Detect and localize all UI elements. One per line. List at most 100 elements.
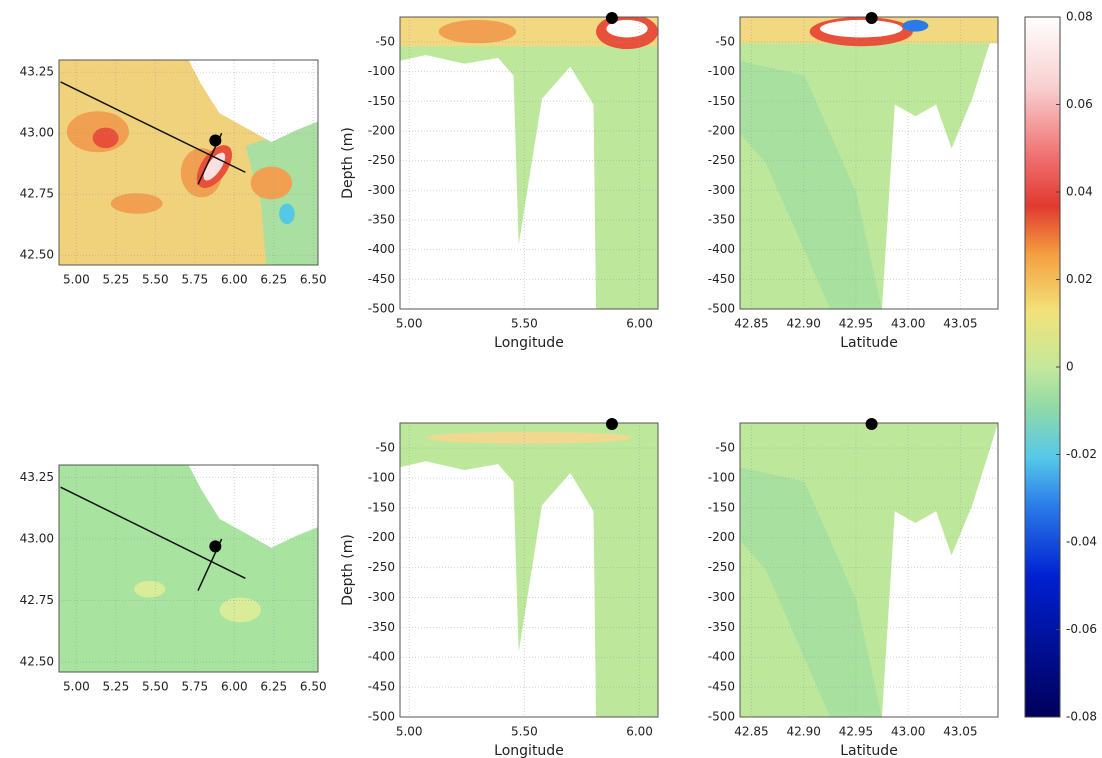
tick-label: -0.04	[1066, 535, 1097, 549]
field	[279, 203, 295, 224]
field	[740, 60, 882, 309]
y-tick-label: -400	[708, 650, 735, 664]
field	[438, 19, 517, 44]
y-axis-label: Depth (m)	[340, 127, 356, 199]
field	[400, 423, 658, 717]
y-tick-label: -400	[708, 242, 735, 256]
marker	[605, 12, 618, 24]
y-axis-label: Depth (m)	[340, 534, 356, 606]
transect	[60, 81, 246, 173]
x-tick-label: 6.25	[260, 680, 287, 694]
y-tick-label: -500	[708, 710, 735, 724]
y-tick-label: -150	[368, 94, 395, 108]
field	[92, 127, 119, 149]
x-tick-label: 6.00	[626, 317, 653, 331]
x-tick-label: 42.85	[734, 725, 768, 739]
y-tick-label: 42.75	[20, 593, 54, 607]
x-axis-label: Latitude	[840, 335, 898, 351]
y-tick-label: 42.50	[20, 655, 54, 669]
x-tick-label: 43.00	[891, 317, 925, 331]
x-tick-label: 5.50	[511, 725, 538, 739]
field	[110, 193, 163, 214]
y-tick-label: -450	[368, 272, 395, 286]
y-tick-label: -200	[708, 123, 735, 137]
x-tick-label: 42.90	[787, 725, 821, 739]
y-tick-label: 43.00	[20, 531, 54, 545]
x-tick-label: 5.00	[396, 317, 423, 331]
field	[134, 580, 166, 598]
x-tick-label: 5.75	[181, 680, 208, 694]
y-tick-label: -100	[708, 470, 735, 484]
marker	[209, 134, 222, 147]
y-tick-label: -200	[368, 530, 395, 544]
field	[606, 19, 648, 38]
x-axis-label: Latitude	[840, 743, 898, 758]
y-tick-label: -450	[708, 680, 735, 694]
colorbar	[1024, 16, 1061, 718]
x-tick-label: 42.95	[839, 317, 873, 331]
plot-frame	[399, 16, 659, 310]
y-tick-label: -50	[375, 34, 395, 48]
plot-frame	[58, 464, 319, 673]
y-tick-label: -500	[368, 710, 395, 724]
y-tick-label: -300	[708, 183, 735, 197]
y-tick-label: -250	[708, 560, 735, 574]
field	[219, 597, 262, 623]
y-tick-label: 42.75	[20, 187, 54, 201]
y-tick-label: -250	[368, 153, 395, 167]
tick-label: -0.06	[1066, 622, 1097, 636]
y-tick-label: -100	[368, 64, 395, 78]
y-tick-label: -200	[708, 530, 735, 544]
field	[400, 17, 658, 309]
y-tick-label: -300	[368, 590, 395, 604]
y-tick-label: -150	[368, 500, 395, 514]
x-tick-label: 42.90	[787, 317, 821, 331]
y-tick-label: -50	[715, 441, 735, 455]
x-tick-label: 6.50	[300, 273, 327, 287]
tick-label: 0.06	[1066, 97, 1093, 111]
marker	[865, 418, 878, 430]
x-tick-label: 5.50	[511, 317, 538, 331]
plot-frame	[399, 422, 659, 718]
transect	[60, 486, 246, 580]
x-tick-label: 6.25	[260, 273, 287, 287]
y-tick-label: -100	[708, 64, 735, 78]
y-tick-label: -500	[708, 302, 735, 316]
field	[425, 431, 633, 444]
y-tick-label: 42.50	[20, 248, 54, 262]
field	[740, 467, 882, 717]
tick-label: -0.08	[1066, 710, 1097, 724]
panel	[59, 465, 318, 672]
y-tick-label: -450	[708, 272, 735, 286]
y-tick-label: -300	[368, 183, 395, 197]
x-tick-label: 6.50	[300, 680, 327, 694]
marker	[605, 418, 618, 430]
y-tick-label: -150	[708, 94, 735, 108]
y-tick-label: -350	[708, 212, 735, 226]
panel	[400, 423, 658, 717]
y-tick-label: -100	[368, 470, 395, 484]
x-tick-label: 6.00	[221, 680, 248, 694]
x-tick-label: 5.50	[142, 680, 169, 694]
tick-label: 0	[1066, 360, 1074, 374]
field	[188, 60, 318, 142]
y-tick-label: -50	[375, 441, 395, 455]
field	[902, 19, 929, 32]
y-tick-label: -250	[368, 560, 395, 574]
tick-label: 0.02	[1066, 272, 1093, 286]
tick-label: 0.08	[1066, 10, 1093, 24]
y-tick-label: 43.00	[20, 126, 54, 140]
y-tick-label: -250	[708, 153, 735, 167]
x-tick-label: 5.25	[102, 680, 129, 694]
x-tick-label: 5.75	[181, 273, 208, 287]
x-axis-label: Longitude	[494, 335, 564, 351]
y-tick-label: -500	[368, 302, 395, 316]
y-tick-label: -50	[715, 34, 735, 48]
field	[250, 166, 293, 200]
tick-label: 0.04	[1066, 185, 1093, 199]
y-tick-label: -400	[368, 650, 395, 664]
x-tick-label: 5.00	[63, 680, 90, 694]
x-tick-label: 43.05	[943, 317, 977, 331]
x-tick-label: 43.05	[943, 725, 977, 739]
